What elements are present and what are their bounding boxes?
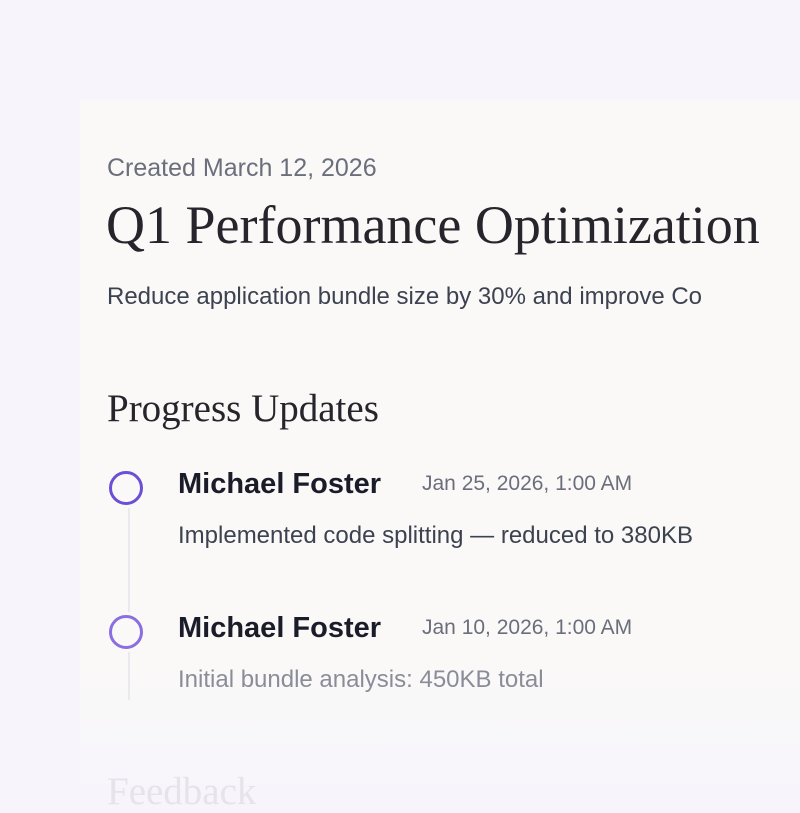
timeline-line	[128, 508, 130, 612]
update-author: Michael Foster	[178, 612, 382, 644]
timeline-dot	[109, 615, 143, 649]
goal-card	[80, 100, 800, 800]
update-author: Michael Foster	[178, 468, 382, 500]
timeline-line	[128, 652, 130, 700]
update-text: Initial bundle analysis: 450KB total	[178, 666, 544, 693]
section-heading: Feedback	[107, 770, 257, 813]
goal-description: Reduce application bundle size by 30% an…	[107, 283, 703, 310]
goal-title: Q1 Performance Optimization	[106, 195, 760, 255]
update-date: Jan 25, 2026, 1:00 AM	[422, 472, 633, 495]
update-text: Implemented code splitting — reduced to …	[178, 522, 693, 549]
section-heading: Progress Updates	[107, 387, 379, 430]
timeline-dot	[109, 471, 143, 505]
created-date: Created March 12, 2026	[107, 154, 377, 182]
update-date: Jan 10, 2026, 1:00 AM	[422, 616, 633, 639]
